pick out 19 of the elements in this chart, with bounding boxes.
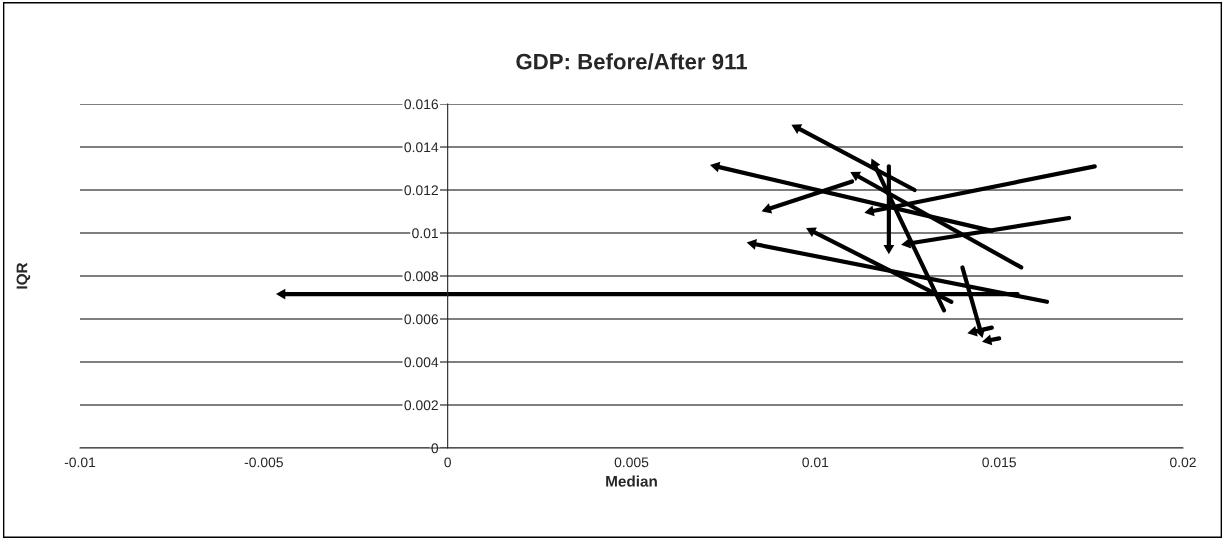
x-tick-label: 0.01 [802, 457, 829, 468]
x-tick-label: -0.005 [244, 457, 283, 468]
y-tick-label: 0.008 [404, 271, 439, 282]
x-axis-title: Median [606, 475, 657, 487]
y-tick-label: 0 [431, 443, 439, 454]
y-tick-label: 0.002 [404, 400, 438, 411]
y-tick-label: 0.006 [404, 314, 439, 325]
chart-title: GDP: Before/After 911 [516, 53, 747, 70]
y-tick-label: 0.012 [404, 185, 438, 196]
x-tick-label: 0 [444, 457, 451, 468]
y-tick-label: 0.004 [404, 357, 439, 368]
x-tick-label: 0.02 [1170, 457, 1196, 468]
y-tick-label: 0.01 [412, 228, 438, 239]
x-tick-label: 0.015 [982, 457, 1016, 468]
y-axis-title: IQR [16, 262, 31, 289]
y-tick-label: 0.014 [404, 142, 439, 153]
x-tick-label: -0.01 [64, 457, 96, 468]
y-tick-label: 0.016 [404, 99, 439, 110]
x-tick-label: 0.005 [614, 457, 649, 468]
